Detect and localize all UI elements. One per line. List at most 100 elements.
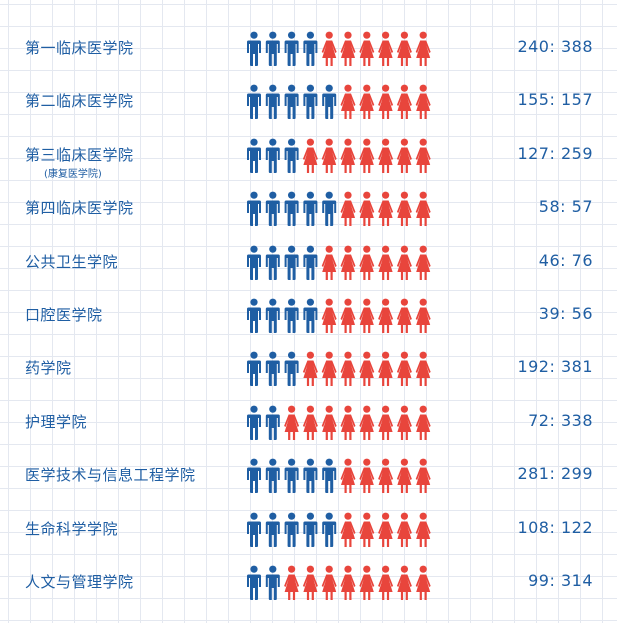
chart-row: 第四临床医学院 58: 57: [0, 178, 617, 232]
female-person-icon: [415, 298, 431, 333]
female-person-icon: [396, 565, 412, 600]
icon-strip: [247, 405, 431, 440]
female-person-icon: [396, 31, 412, 66]
female-person-icon: [415, 405, 431, 440]
ratio-label: 108: 122: [517, 517, 593, 537]
male-person-icon: [247, 84, 261, 120]
female-person-icon: [359, 191, 375, 227]
category-label: 第二临床医学院: [25, 92, 134, 111]
ratio-label: 99: 314: [528, 571, 593, 590]
female-person-icon: [321, 565, 337, 600]
male-person-icon: [303, 298, 318, 333]
female-person-icon: [340, 512, 356, 547]
male-person-icon: [247, 138, 261, 173]
male-person-icon: [322, 84, 337, 120]
male-person-icon: [265, 512, 280, 547]
female-person-icon: [359, 458, 375, 494]
female-person-icon: [302, 138, 318, 173]
icon-strip: [247, 565, 431, 600]
male-person-icon: [303, 31, 318, 66]
female-person-icon: [396, 84, 412, 120]
female-person-icon: [396, 138, 412, 173]
female-person-icon: [415, 191, 431, 227]
male-person-icon: [284, 191, 299, 227]
female-person-icon: [340, 84, 356, 120]
ratio-label: 192: 381: [517, 357, 593, 377]
chart-row: 第一临床医学院 240: 388: [0, 18, 617, 72]
female-person-icon: [415, 84, 431, 120]
female-person-icon: [359, 351, 375, 387]
category-label: 生命科学学院: [25, 519, 119, 538]
icon-strip: [247, 245, 431, 280]
female-person-icon: [378, 405, 394, 440]
female-person-icon: [415, 565, 431, 600]
female-person-icon: [321, 298, 337, 333]
female-person-icon: [340, 405, 356, 440]
female-person-icon: [378, 138, 394, 173]
male-person-icon: [247, 565, 261, 600]
female-person-icon: [415, 351, 431, 387]
female-person-icon: [302, 565, 318, 600]
female-person-icon: [321, 351, 337, 387]
female-person-icon: [415, 245, 431, 280]
female-person-icon: [378, 31, 394, 66]
female-person-icon: [396, 405, 412, 440]
chart-row: 医学技术与信息工程学院 281: 299: [0, 445, 617, 499]
male-person-icon: [303, 191, 318, 227]
male-person-icon: [265, 84, 280, 120]
male-person-icon: [284, 458, 299, 494]
category-label: 医学技术与信息工程学院: [25, 466, 196, 485]
category-label: 第三临床医学院: [25, 145, 134, 164]
female-person-icon: [340, 565, 356, 600]
male-person-icon: [247, 191, 261, 227]
male-person-icon: [322, 191, 337, 227]
icon-strip: [247, 512, 431, 547]
male-person-icon: [284, 351, 299, 387]
female-person-icon: [396, 245, 412, 280]
chart-row: 第三临床医学院 (康复医学院) 127: 259: [0, 125, 617, 180]
male-person-icon: [284, 138, 299, 173]
chart-row: 护理学院 72: 338: [0, 392, 617, 446]
male-person-icon: [265, 191, 280, 227]
ratio-label: 39: 56: [538, 304, 593, 323]
female-person-icon: [359, 565, 375, 600]
female-person-icon: [378, 245, 394, 280]
category-label: 护理学院: [25, 412, 88, 431]
male-person-icon: [322, 512, 337, 547]
male-person-icon: [265, 565, 280, 600]
female-person-icon: [359, 245, 375, 280]
category-sublabel: (康复医学院): [44, 168, 102, 180]
female-person-icon: [340, 31, 356, 66]
female-person-icon: [396, 458, 412, 494]
female-person-icon: [321, 405, 337, 440]
chart-row: 人文与管理学院 99: 314: [0, 552, 617, 606]
female-person-icon: [396, 191, 412, 227]
category-label: 公共卫生学院: [25, 252, 119, 271]
female-person-icon: [284, 565, 300, 600]
ratio-label: 72: 338: [528, 410, 593, 430]
male-person-icon: [247, 31, 261, 66]
male-person-icon: [247, 245, 261, 280]
category-label: 口腔医学院: [25, 306, 103, 324]
female-person-icon: [378, 84, 394, 120]
male-person-icon: [322, 458, 337, 494]
male-person-icon: [303, 245, 318, 280]
female-person-icon: [321, 31, 337, 66]
ratio-label: 281: 299: [517, 464, 593, 484]
chart-row: 第二临床医学院 155: 157: [0, 71, 617, 125]
chart-row: 生命科学学院 108: 122: [0, 499, 617, 553]
male-person-icon: [265, 31, 280, 66]
male-person-icon: [265, 458, 280, 494]
category-label: 第一临床医学院: [25, 39, 134, 57]
male-person-icon: [247, 458, 261, 494]
female-person-icon: [302, 405, 318, 440]
icon-strip: [247, 191, 431, 227]
female-person-icon: [340, 191, 356, 227]
chart-row: 口腔医学院 39: 56: [0, 285, 617, 339]
icon-strip: [247, 84, 431, 120]
female-person-icon: [321, 245, 337, 280]
icon-strip: [247, 351, 431, 387]
ratio-label: 58: 57: [538, 197, 593, 217]
female-person-icon: [340, 351, 356, 387]
category-label: 人文与管理学院: [25, 573, 134, 591]
